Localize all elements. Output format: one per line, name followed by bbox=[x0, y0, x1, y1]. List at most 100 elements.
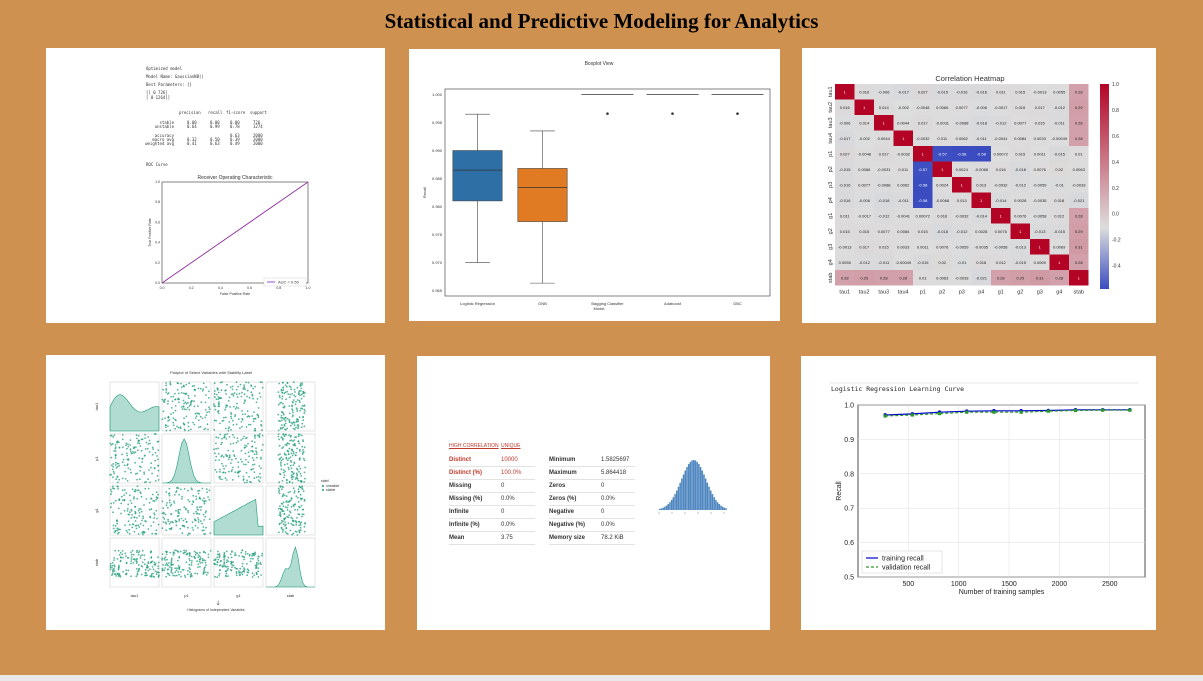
scatter-point bbox=[299, 450, 301, 452]
scatter-point bbox=[151, 566, 154, 568]
scatter-point bbox=[295, 435, 298, 438]
scatter-point bbox=[292, 473, 294, 476]
scatter-point bbox=[221, 437, 223, 440]
scatter-point bbox=[154, 459, 157, 462]
scatter-point bbox=[197, 492, 200, 495]
scatter-point bbox=[277, 433, 280, 435]
scatter-point bbox=[285, 478, 288, 481]
scatter-point bbox=[295, 451, 298, 454]
scatter-point bbox=[279, 505, 281, 508]
scatter-point bbox=[291, 409, 294, 412]
scatter-point bbox=[227, 458, 230, 461]
scatter-point bbox=[257, 570, 260, 573]
scatter-point bbox=[240, 449, 243, 452]
heatmap-cell bbox=[991, 130, 1011, 146]
heatmap-cell bbox=[1069, 239, 1089, 255]
scatter-point bbox=[209, 532, 212, 534]
scatter-point bbox=[141, 554, 144, 556]
scatter-point bbox=[257, 407, 260, 409]
pairplot-xlabel: g1 bbox=[236, 593, 241, 598]
scatter-point bbox=[196, 560, 199, 563]
heatmap-cell-label: -0.011 bbox=[1054, 120, 1066, 125]
scatter-point bbox=[214, 468, 217, 471]
scatter-point bbox=[200, 401, 203, 404]
heatmap-cell-label: 1 bbox=[961, 182, 964, 187]
scatter-point bbox=[297, 440, 300, 443]
scatter-point bbox=[180, 382, 183, 385]
density-curve bbox=[109, 394, 160, 432]
scatter-point bbox=[142, 524, 145, 527]
scatter-point bbox=[292, 381, 295, 384]
scatter-point bbox=[238, 555, 241, 557]
scatter-point bbox=[298, 529, 300, 532]
boxplot-ytick: 0.980 bbox=[432, 204, 443, 209]
heatmap-cell bbox=[1010, 239, 1030, 255]
report-cell: 2000 bbox=[253, 133, 263, 138]
scatter-point bbox=[133, 447, 135, 449]
scatter-point bbox=[224, 433, 227, 436]
scatter-point bbox=[110, 506, 112, 509]
scatter-point bbox=[121, 499, 124, 501]
heatmap-cell bbox=[971, 254, 991, 270]
heatmap-cell-label: -0.012 bbox=[1015, 182, 1027, 187]
scatter-point bbox=[214, 405, 217, 408]
scatter-point bbox=[170, 396, 172, 398]
profile-table: HIGH CORRELATION UNIQUE Distinct 10000 Disti… bbox=[417, 356, 770, 630]
scatter-point bbox=[284, 428, 286, 431]
scatter-point bbox=[302, 457, 305, 460]
heatmap-cell-label: -0.016 bbox=[839, 198, 851, 203]
scatter-point bbox=[117, 568, 120, 571]
scatter-point bbox=[164, 417, 166, 420]
scatter-point bbox=[281, 395, 284, 398]
scatter-point bbox=[197, 556, 200, 559]
scatter-point bbox=[169, 551, 172, 554]
density-curve bbox=[213, 498, 264, 536]
panel-frame bbox=[265, 433, 316, 484]
scatter-point bbox=[141, 549, 144, 552]
scatter-point bbox=[287, 466, 290, 469]
report-cell: 2000 bbox=[253, 141, 263, 146]
scatter-point bbox=[302, 490, 305, 492]
scatter-point bbox=[187, 421, 190, 424]
scatter-point bbox=[182, 405, 185, 408]
scatter-point bbox=[223, 556, 226, 559]
scatter-point bbox=[232, 434, 234, 436]
scatter-point bbox=[301, 382, 303, 384]
scatter-point bbox=[295, 523, 298, 526]
scatter-point bbox=[147, 487, 150, 490]
scatter-point bbox=[236, 471, 239, 474]
scatter-point bbox=[300, 521, 302, 524]
scatter-point bbox=[181, 532, 184, 534]
scatter-point bbox=[280, 388, 283, 391]
scatter-point bbox=[176, 487, 178, 489]
heatmap-cell bbox=[932, 115, 952, 131]
scatter-point bbox=[205, 488, 208, 490]
heatmap-cell bbox=[1010, 130, 1030, 146]
scatter-point bbox=[137, 449, 139, 452]
scatter-point bbox=[224, 477, 227, 479]
scatter-point bbox=[130, 502, 133, 504]
scatter-point bbox=[162, 511, 165, 514]
scatter-point bbox=[168, 562, 170, 564]
scatter-point bbox=[129, 450, 132, 452]
profile-value: 0.0% bbox=[501, 496, 515, 502]
scatter-point bbox=[126, 454, 129, 457]
scatter-point bbox=[112, 569, 114, 572]
scatter-point bbox=[227, 400, 230, 402]
scatter-point bbox=[119, 528, 121, 531]
scatter-point bbox=[259, 381, 262, 383]
scatter-point bbox=[203, 570, 205, 573]
heatmap-xtick: g4 bbox=[1056, 290, 1062, 296]
scatter-point bbox=[288, 447, 291, 450]
scatter-point bbox=[301, 434, 303, 437]
scatter-point bbox=[301, 453, 304, 455]
heatmap-cell bbox=[1030, 84, 1050, 100]
scatter-point bbox=[194, 524, 197, 527]
scatter-point bbox=[148, 469, 150, 471]
roc-ytick: 1.0 bbox=[155, 180, 160, 184]
profile-value: 0.0% bbox=[601, 496, 615, 502]
scatter-point bbox=[165, 562, 168, 565]
heatmap-cell bbox=[1030, 99, 1050, 115]
scatter-point bbox=[278, 481, 281, 484]
